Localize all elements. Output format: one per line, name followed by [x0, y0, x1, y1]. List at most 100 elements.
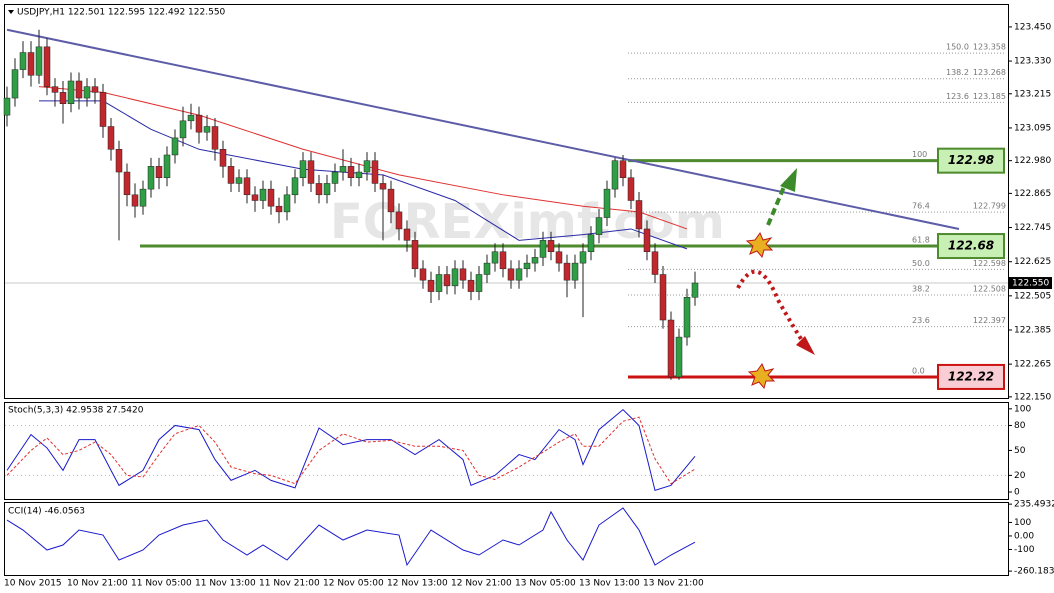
candle-body: [115, 149, 123, 173]
candle-body: [235, 177, 243, 184]
candle-body: [563, 262, 571, 281]
chart-header: USDJPY,H1 122.501 122.595 122.492 122.55…: [17, 8, 226, 18]
x-tick-label: 13 Nov 13:00: [579, 579, 640, 589]
candle-body: [251, 194, 259, 201]
candle-body: [451, 268, 459, 287]
candle-body: [491, 251, 499, 264]
candle-body: [459, 268, 467, 281]
y-tick-label: -100: [1014, 545, 1035, 555]
candle-body: [227, 166, 235, 184]
candle-body: [475, 274, 483, 292]
fib-label: 61.8: [912, 236, 930, 245]
candle-body: [43, 46, 51, 87]
candle-body: [483, 262, 491, 275]
candle-body: [579, 251, 587, 264]
candle-body: [179, 120, 187, 139]
stoch-title: Stoch(5,3,3) 42.9538 27.5420: [8, 406, 144, 416]
candle-body: [515, 268, 523, 281]
candle-body: [467, 279, 475, 292]
candle-body: [195, 114, 203, 133]
candle-body: [155, 166, 163, 178]
level-box: [937, 363, 1005, 390]
y-tick-label: 123.215: [1014, 89, 1051, 99]
candle-body: [659, 274, 667, 321]
candle-body: [139, 188, 147, 207]
candle-body: [99, 92, 107, 127]
level-box-label: 122.22: [948, 369, 994, 383]
candle-body: [75, 80, 83, 99]
candle-body: [411, 240, 419, 270]
candle-body: [11, 69, 19, 99]
candle-body: [667, 319, 675, 378]
indicator-line: [6, 416, 696, 485]
candle-body: [523, 262, 531, 270]
y-tick-label: 0.00: [1014, 531, 1034, 541]
fib-value: 122.397: [973, 316, 1006, 325]
y-tick-label: 122.505: [1014, 291, 1051, 301]
y-tick-label: 100: [1014, 518, 1031, 528]
candle-body: [443, 274, 451, 287]
fib-value: 123.268: [973, 68, 1006, 77]
indicator-line: [6, 28, 960, 230]
candle-body: [219, 149, 227, 167]
candle-body: [387, 188, 395, 213]
current-price-label: 122.550: [1012, 279, 1049, 289]
candle-body: [347, 166, 355, 178]
fib-value: 122.508: [973, 284, 1006, 293]
candle-body: [635, 200, 643, 230]
candle-body: [643, 228, 651, 252]
x-tick-label: 13 Nov 05:00: [515, 579, 576, 589]
candle-body: [627, 177, 635, 201]
candle-body: [299, 160, 307, 178]
fib-value: 123.358: [973, 43, 1006, 52]
candle-body: [555, 251, 563, 264]
candle-body: [651, 251, 659, 275]
candle-body: [307, 160, 315, 184]
level-box-label: 122.68: [948, 239, 994, 253]
candle-body: [371, 160, 379, 184]
fib-label: 100: [912, 150, 927, 159]
candle-body: [331, 171, 339, 184]
candle-body: [539, 240, 547, 258]
candle-body: [571, 262, 579, 281]
y-tick-label: 0: [1014, 488, 1020, 498]
candle-body: [395, 211, 403, 230]
candle-body: [275, 205, 283, 213]
candle-body: [403, 228, 411, 241]
x-tick-label: 12 Nov 21:00: [451, 579, 512, 589]
y-tick-label: 122.385: [1014, 325, 1051, 335]
candle-body: [147, 166, 155, 190]
y-tick-label: 123.330: [1014, 57, 1051, 67]
candle-body: [51, 86, 59, 93]
fib-label: 150.0: [946, 43, 969, 52]
x-tick-label: 10 Nov 21:00: [67, 579, 128, 589]
indicator-line: [6, 408, 696, 491]
y-tick-label: 122.625: [1014, 257, 1051, 267]
candle-body: [427, 279, 435, 292]
y-tick-label: 50: [1014, 446, 1026, 456]
candle-body: [67, 80, 75, 104]
candle-body: [171, 137, 179, 156]
y-tick-label: 122.745: [1014, 223, 1051, 233]
y-tick-label: 123.450: [1014, 22, 1051, 32]
candle-body: [691, 282, 699, 298]
y-tick-label: 122.150: [1014, 392, 1051, 402]
candle-body: [83, 86, 91, 99]
candle-body: [675, 336, 683, 378]
level-box-label: 122.98: [948, 153, 994, 167]
candle-body: [499, 251, 507, 270]
indicator-line: [38, 86, 688, 230]
indicator-line: [6, 507, 696, 567]
annotations: [8, 10, 815, 390]
x-tick-label: 10 Nov 2015: [4, 579, 62, 589]
x-tick-label: 13 Nov 21:00: [643, 579, 704, 589]
candle-body: [163, 154, 171, 178]
y-tick-label: 122.265: [1014, 360, 1051, 370]
cci-title: CCI(14) -46.0563: [8, 507, 85, 517]
candle-body: [419, 268, 427, 281]
candle-body: [611, 160, 619, 190]
candle-body: [355, 171, 363, 178]
fib-value: 122.799: [973, 202, 1006, 211]
